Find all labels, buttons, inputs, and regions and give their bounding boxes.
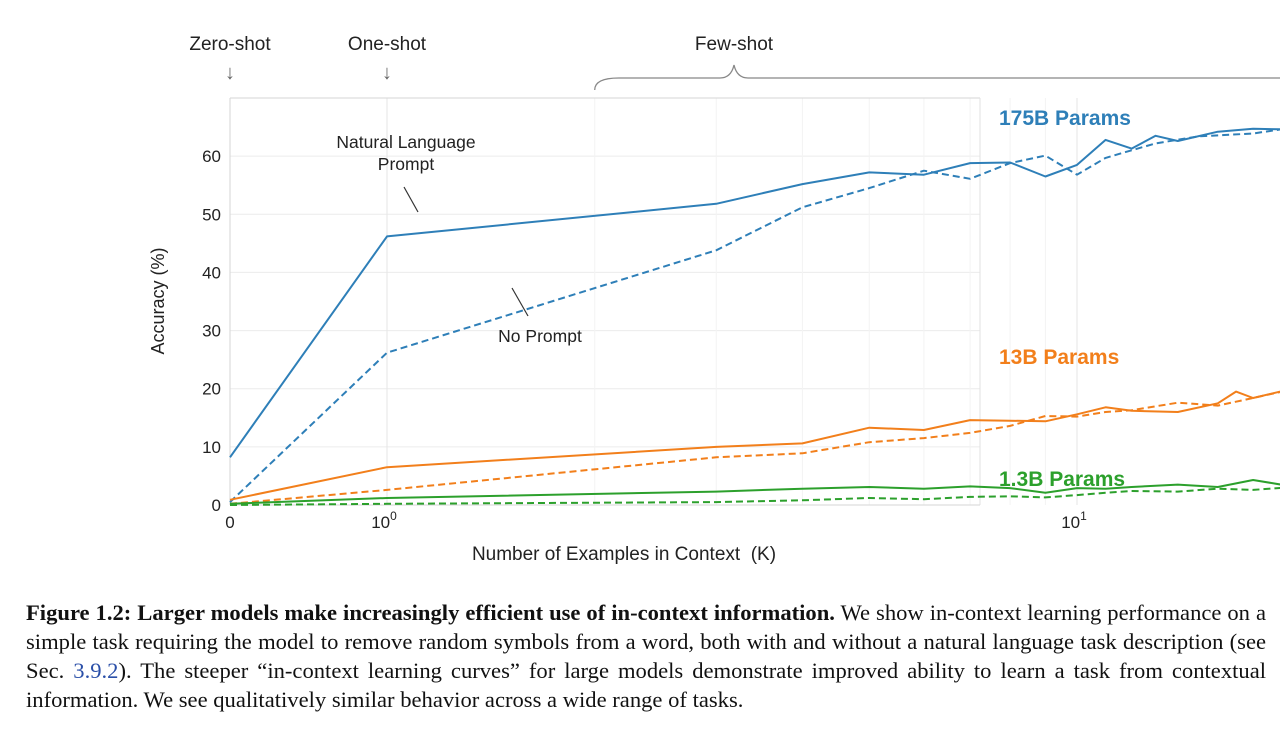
model-label-1-3b: 1.3B Params [999,468,1125,491]
y-tick-label: 30 [202,322,221,341]
y-axis-ticks: 0 10 20 30 40 50 60 [202,147,221,515]
caption-text-end: ). The steeper “in-context learning curv… [26,658,1267,712]
model-label-175b: 175B Params [999,107,1131,130]
caption-text: We show in-context learning performance … [26,600,1266,683]
chart: 0 10 20 30 40 50 60 0 100 101 Accuracy (%) Numbe… [148,34,1280,565]
plot-background [230,98,980,505]
series-layer [229,127,1280,506]
no-prompt-pointer [511,287,529,317]
x-tick-label: 101 [1061,509,1087,532]
few-shot-label: Few-shot [695,34,774,55]
series-line-0-solid [229,127,1280,458]
series-line-5-dashed [229,486,1280,506]
caption-section-link[interactable]: 3.9.2 [73,658,119,683]
series-line-4-solid [229,479,1280,505]
natural-language-prompt-pointer [403,186,419,213]
one-shot-arrow-icon: ↓ [382,62,392,84]
series-line-2-solid [229,390,1280,501]
y-tick-label: 60 [202,147,221,166]
y-axis-label: Accuracy (%) [148,247,168,354]
y-tick-label: 20 [202,380,221,399]
natural-language-prompt-label-line2: Prompt [378,154,435,174]
x-axis-label: Number of Examples in Context (K) [472,544,776,565]
x-tick-label: 100 [371,509,397,532]
series-line-1-dashed [229,128,1280,503]
y-tick-label: 10 [202,438,221,457]
y-tick-label: 0 [212,496,221,515]
zero-shot-arrow-icon: ↓ [225,62,235,84]
x-tick-label: 0 [225,513,234,532]
zero-shot-label: Zero-shot [189,34,271,55]
no-prompt-label: No Prompt [498,326,582,346]
caption-title: Figure 1.2: Larger models make increasin… [26,600,835,625]
x-axis-ticks: 0 100 101 [225,509,1087,532]
one-shot-label: One-shot [348,34,427,55]
natural-language-prompt-label-line1: Natural Language [336,132,475,152]
figure-caption: Figure 1.2: Larger models make increasin… [26,598,1266,714]
series-line-3-dashed [229,391,1280,505]
few-shot-brace [594,64,1280,91]
y-tick-label: 50 [202,205,221,224]
model-label-13b: 13B Params [999,346,1119,369]
y-tick-label: 40 [202,263,221,282]
